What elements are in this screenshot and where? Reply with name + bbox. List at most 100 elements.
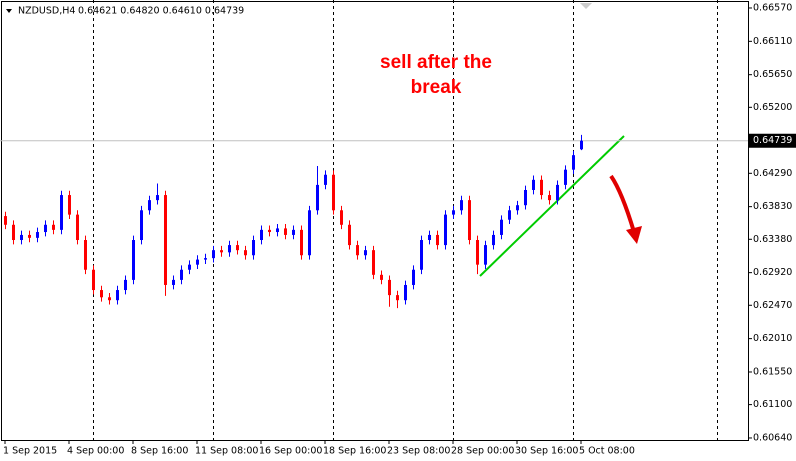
candle-body <box>548 195 551 201</box>
candle-body <box>68 195 71 215</box>
period-separators <box>93 0 718 440</box>
candle-body <box>284 228 287 235</box>
x-tick-label: 11 Sep 08:00 <box>195 446 258 457</box>
candle-body <box>116 290 119 301</box>
candle-body <box>100 290 103 298</box>
candle-body <box>580 140 583 150</box>
annotation: break <box>411 77 462 98</box>
candle-body <box>180 269 183 280</box>
chart-title: NZDUSD,H4 <box>18 6 75 17</box>
menu-arrow <box>6 9 12 13</box>
candle-body <box>468 200 471 241</box>
candle-body <box>268 229 271 233</box>
candle-body <box>444 214 447 246</box>
y-tick-label: 0.60640 <box>753 432 792 443</box>
candle-body <box>276 228 279 233</box>
candle-body <box>564 169 567 185</box>
candle-body <box>252 240 255 256</box>
candle-body <box>84 240 87 270</box>
candle-body <box>244 250 247 256</box>
chart-info: 0.64621 0.64820 0.64610 0.64739 <box>78 6 244 17</box>
candle-body <box>196 259 199 265</box>
y-tick-label: 0.62920 <box>753 267 792 278</box>
candle-body <box>500 219 503 235</box>
candle-body <box>388 279 391 296</box>
y-tick-label: 0.61100 <box>753 399 792 410</box>
candle-body <box>364 250 367 256</box>
candle-body <box>148 200 151 211</box>
shift-marker <box>580 3 592 9</box>
candle-body <box>140 210 143 241</box>
candle-body <box>532 179 535 190</box>
candle-body <box>372 250 375 275</box>
candle-body <box>412 269 415 285</box>
candle-body <box>460 200 463 211</box>
candle-body <box>60 195 63 230</box>
candle-body <box>204 258 207 260</box>
candle-body <box>476 240 479 265</box>
candle-body <box>524 189 527 206</box>
candle-body <box>220 250 223 253</box>
candle-body <box>236 245 239 251</box>
candle-body <box>228 245 231 253</box>
candle-body <box>156 195 159 201</box>
candle-body <box>380 274 383 280</box>
candle-body <box>188 264 191 270</box>
y-tick-label: 0.66110 <box>753 36 792 47</box>
candle-body <box>492 234 495 246</box>
candle-body <box>52 224 55 230</box>
candle-body <box>164 195 167 285</box>
y-tick-label: 0.66570 <box>753 2 792 13</box>
plot-frame <box>1 1 749 441</box>
x-tick-label: 4 Sep 00:00 <box>67 446 124 457</box>
candle-body <box>516 205 519 211</box>
candle-body <box>436 234 439 246</box>
current-price-label: 0.64739 <box>753 135 792 146</box>
candle-body <box>212 250 215 259</box>
candle-body <box>28 234 31 238</box>
candle-body <box>356 245 359 256</box>
y-tick-label: 0.62470 <box>753 300 792 311</box>
x-tick-label: 18 Sep 16:00 <box>323 446 386 457</box>
candle-body <box>324 174 327 185</box>
candle-body <box>452 210 455 215</box>
candle-body <box>332 174 335 211</box>
candle-body <box>4 216 7 225</box>
x-tick-label: 28 Sep 00:00 <box>451 446 514 457</box>
candle-body <box>316 184 319 211</box>
candle-body <box>300 229 303 256</box>
candle-body <box>44 224 47 233</box>
x-tick-label: 23 Sep 08:00 <box>387 446 450 457</box>
y-tick-label: 0.65650 <box>753 69 792 80</box>
y-tick-label: 0.65200 <box>753 102 792 113</box>
trendline <box>479 135 625 277</box>
candle-body <box>108 297 111 301</box>
candle-body <box>540 179 543 196</box>
candle-body <box>36 232 39 238</box>
y-tick-label: 0.64290 <box>753 168 792 179</box>
x-tick-label: 5 Oct 08:00 <box>579 446 635 457</box>
candle-body <box>508 210 511 220</box>
candle-body <box>132 240 135 280</box>
candle-body <box>556 184 559 201</box>
candle-body <box>12 224 15 241</box>
candle-body <box>124 279 127 291</box>
candle-body <box>404 284 407 301</box>
x-tick-label: 1 Sep 2015 <box>3 446 57 457</box>
y-tick-label: 0.61550 <box>753 366 792 377</box>
y-tick-label: 0.63380 <box>753 234 792 245</box>
x-tick-label: 8 Sep 16:00 <box>131 446 188 457</box>
candle-body <box>348 224 351 246</box>
candle-body <box>484 245 487 265</box>
current-price-box <box>749 133 796 148</box>
candle-body <box>172 279 175 285</box>
x-tick-label: 16 Sep 00:00 <box>259 446 322 457</box>
candle-body <box>340 210 343 225</box>
candle-body <box>292 229 295 235</box>
candle-body <box>396 295 399 301</box>
candle-body <box>308 210 311 256</box>
x-tick-label: 30 Sep 16:00 <box>515 446 578 457</box>
candle-body <box>20 234 23 241</box>
